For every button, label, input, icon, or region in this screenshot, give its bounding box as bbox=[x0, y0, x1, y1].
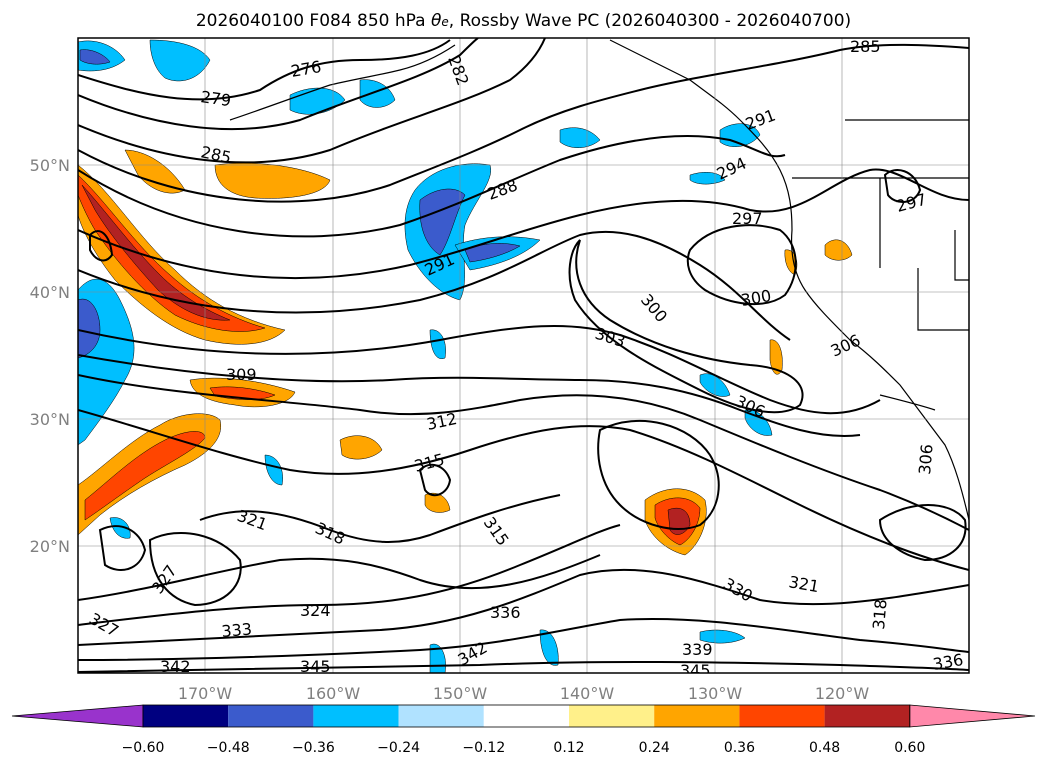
contour-label: 336 bbox=[490, 603, 521, 622]
colorbar: −0.60 −0.48 −0.36 −0.24 −0.12 0.12 0.24 … bbox=[11, 704, 1036, 756]
title-text: 2026040100 F084 850 hPa bbox=[195, 11, 431, 31]
colorbar-swatch bbox=[143, 705, 229, 727]
contour-label: 333 bbox=[221, 619, 253, 641]
contour-label: 309 bbox=[226, 365, 257, 384]
colorbar-tick: 0.12 bbox=[553, 740, 584, 756]
lat-tick: 50°N bbox=[30, 156, 70, 175]
lat-tick: 30°N bbox=[30, 410, 70, 429]
colorbar-swatch bbox=[483, 705, 569, 727]
coastlines bbox=[229, 39, 969, 521]
title-suffix: , Rossby Wave PC (2026040300 - 202604070… bbox=[448, 11, 852, 31]
colorbar-swatch bbox=[313, 705, 399, 727]
contour-label: 306 bbox=[915, 443, 937, 475]
colorbar-extend-right bbox=[909, 704, 1036, 728]
contour-label: 285 bbox=[850, 37, 881, 56]
colorbar-tick: 0.24 bbox=[639, 740, 670, 756]
contour-label: 345 bbox=[680, 661, 711, 680]
contour-label: 345 bbox=[300, 657, 331, 676]
contour-label: 339 bbox=[682, 640, 713, 659]
colorbar-tick: −0.48 bbox=[207, 740, 250, 756]
contour-label: 279 bbox=[199, 87, 232, 110]
map-frame bbox=[77, 37, 970, 674]
colorbar-tick: −0.12 bbox=[462, 740, 505, 756]
graticule bbox=[78, 38, 969, 673]
colorbar-swatch bbox=[569, 705, 655, 727]
contour-label: 297 bbox=[732, 209, 763, 228]
colorbar-tick: −0.60 bbox=[122, 740, 165, 756]
colorbar-extend-left bbox=[11, 704, 144, 728]
longitude-ticks: 170°W 160°W 150°W 140°W 130°W 120°W bbox=[178, 684, 870, 703]
colorbar-tick: 0.48 bbox=[809, 740, 840, 756]
colorbar-swatch bbox=[654, 705, 740, 727]
lat-tick: 40°N bbox=[30, 283, 70, 302]
colorbar-tick: −0.36 bbox=[292, 740, 335, 756]
lon-tick: 120°W bbox=[815, 684, 870, 703]
lon-tick: 170°W bbox=[178, 684, 233, 703]
colorbar-swatch bbox=[228, 705, 314, 727]
contour-label: 342 bbox=[160, 657, 191, 676]
title-theta: θ bbox=[431, 11, 442, 31]
latitude-ticks: 50°N 40°N 30°N 20°N bbox=[30, 156, 70, 556]
lon-tick: 160°W bbox=[306, 684, 361, 703]
contour-label: 336 bbox=[931, 650, 964, 674]
colorbar-tick: −0.24 bbox=[377, 740, 420, 756]
colorbar-tick: 0.36 bbox=[724, 740, 755, 756]
lon-tick: 130°W bbox=[688, 684, 743, 703]
colorbar-swatch bbox=[824, 705, 910, 727]
contour-label: 324 bbox=[300, 601, 331, 620]
theta-e-contours bbox=[78, 38, 969, 673]
map-title: 2026040100 F084 850 hPa θe, Rossby Wave … bbox=[0, 11, 1047, 31]
colorbar-swatch bbox=[739, 705, 825, 727]
lon-tick: 140°W bbox=[560, 684, 615, 703]
colorbar-swatch bbox=[398, 705, 484, 727]
contour-label: 318 bbox=[869, 598, 891, 630]
map-area: 276 279 282 285 285 288 291 291 294 297 … bbox=[78, 37, 969, 680]
lon-tick: 150°W bbox=[433, 684, 488, 703]
colorbar-tick: 0.60 bbox=[894, 740, 925, 756]
lat-tick: 20°N bbox=[30, 537, 70, 556]
title-theta-sub: e bbox=[441, 15, 449, 29]
